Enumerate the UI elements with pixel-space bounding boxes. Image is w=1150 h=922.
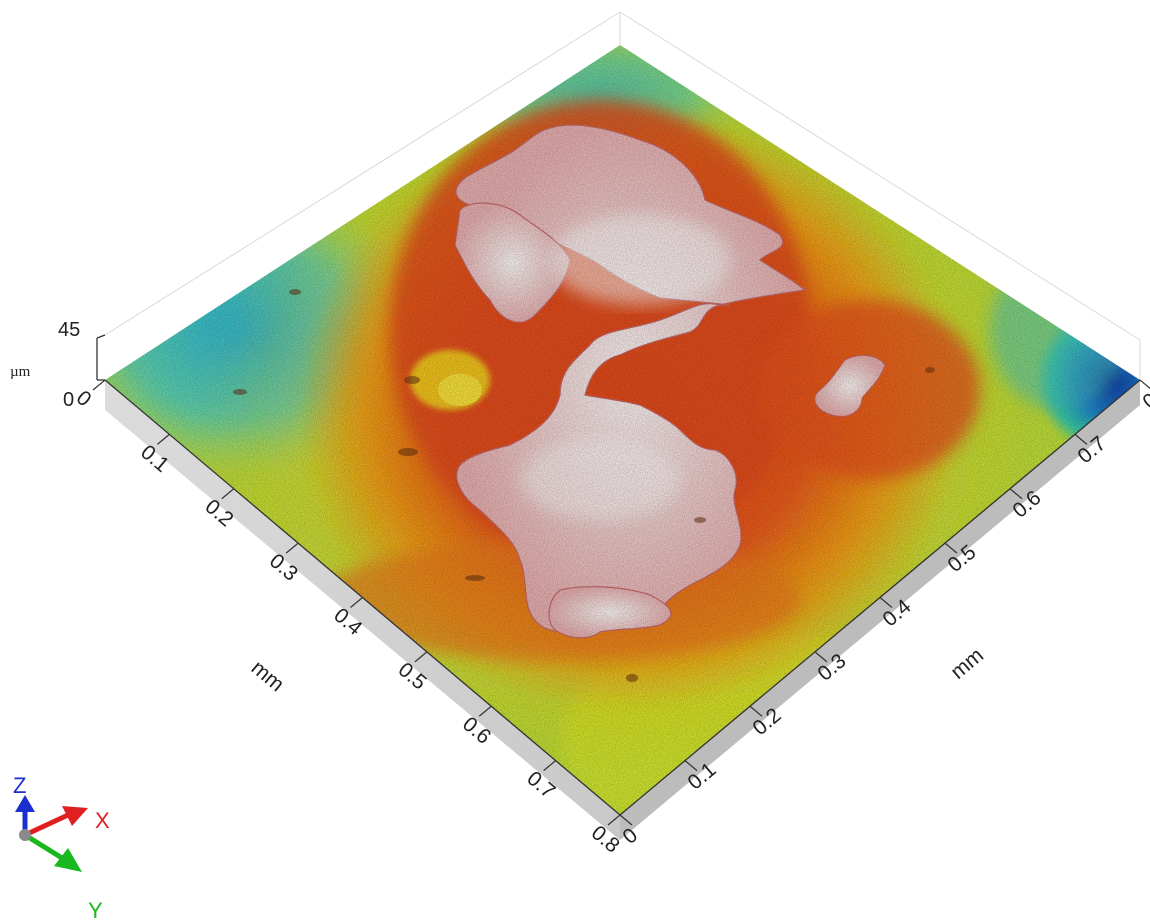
triad-y-label: Y — [88, 898, 103, 922]
right-axis-tick-mark — [879, 597, 893, 608]
triad-x-label: X — [95, 808, 110, 833]
right-axis-tick-mark — [814, 651, 828, 663]
left-axis-tick-mark — [543, 760, 557, 772]
left-axis-tick-mark — [350, 597, 363, 608]
right-axis-tick-label: 0 — [618, 824, 642, 849]
z-tick-45: 45 — [58, 319, 80, 341]
right-axis-unit: mm — [946, 644, 988, 684]
right-axis-tick-mark — [619, 814, 633, 826]
right-axis-tick-mark — [944, 542, 958, 554]
orientation-triad: Z X Y — [13, 773, 110, 922]
right-axis-tick-label: 0.8 — [1138, 377, 1150, 413]
right-axis-tick-mark — [749, 705, 763, 717]
right-axis-tick-mark — [1074, 433, 1088, 445]
z-axis: 45 0 µm — [10, 319, 106, 411]
left-axis-tick-mark — [221, 488, 235, 500]
left-axis-tick-mark — [607, 814, 621, 826]
left-axis-tick-mark — [478, 705, 492, 717]
left-axis-tick-mark — [92, 379, 106, 391]
left-axis-tick-label: 0 — [72, 386, 96, 411]
left-axis-tick-mark — [156, 433, 170, 445]
left-axis-unit: mm — [247, 656, 289, 696]
right-axis-tick-mark — [1139, 379, 1150, 390]
bounding-box — [104, 11, 1141, 380]
z-tick-0: 0 — [63, 389, 74, 411]
front-right-wall — [620, 380, 1140, 840]
z-axis-unit: µm — [10, 364, 31, 380]
right-axis-tick-mark — [1009, 488, 1023, 500]
left-axis-tick-mark — [414, 651, 428, 663]
left-axis-tick-mark — [285, 542, 299, 554]
right-axis-tick-mark — [684, 760, 698, 772]
height-map — [105, 45, 1140, 815]
triad-z-label: Z — [13, 773, 26, 798]
front-left-wall — [105, 380, 620, 840]
